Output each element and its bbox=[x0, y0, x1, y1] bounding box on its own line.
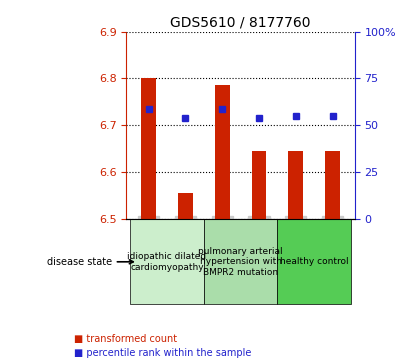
Bar bbox=[252, 151, 266, 219]
Text: ■ transformed count: ■ transformed count bbox=[74, 334, 177, 344]
FancyBboxPatch shape bbox=[204, 219, 277, 305]
Text: disease state: disease state bbox=[46, 257, 133, 267]
Title: GDS5610 / 8177760: GDS5610 / 8177760 bbox=[170, 15, 311, 29]
FancyBboxPatch shape bbox=[130, 219, 204, 305]
Bar bbox=[325, 151, 340, 219]
Bar bbox=[215, 86, 229, 219]
Text: pulmonary arterial
hypertension with
BMPR2 mutation: pulmonary arterial hypertension with BMP… bbox=[198, 247, 283, 277]
Text: ■ percentile rank within the sample: ■ percentile rank within the sample bbox=[74, 348, 252, 358]
Bar bbox=[141, 78, 156, 219]
FancyBboxPatch shape bbox=[277, 219, 351, 305]
Bar bbox=[178, 193, 193, 219]
Bar bbox=[289, 151, 303, 219]
Text: idiopathic dilated
cardiomyopathy: idiopathic dilated cardiomyopathy bbox=[127, 252, 207, 272]
Text: healthy control: healthy control bbox=[280, 257, 349, 266]
